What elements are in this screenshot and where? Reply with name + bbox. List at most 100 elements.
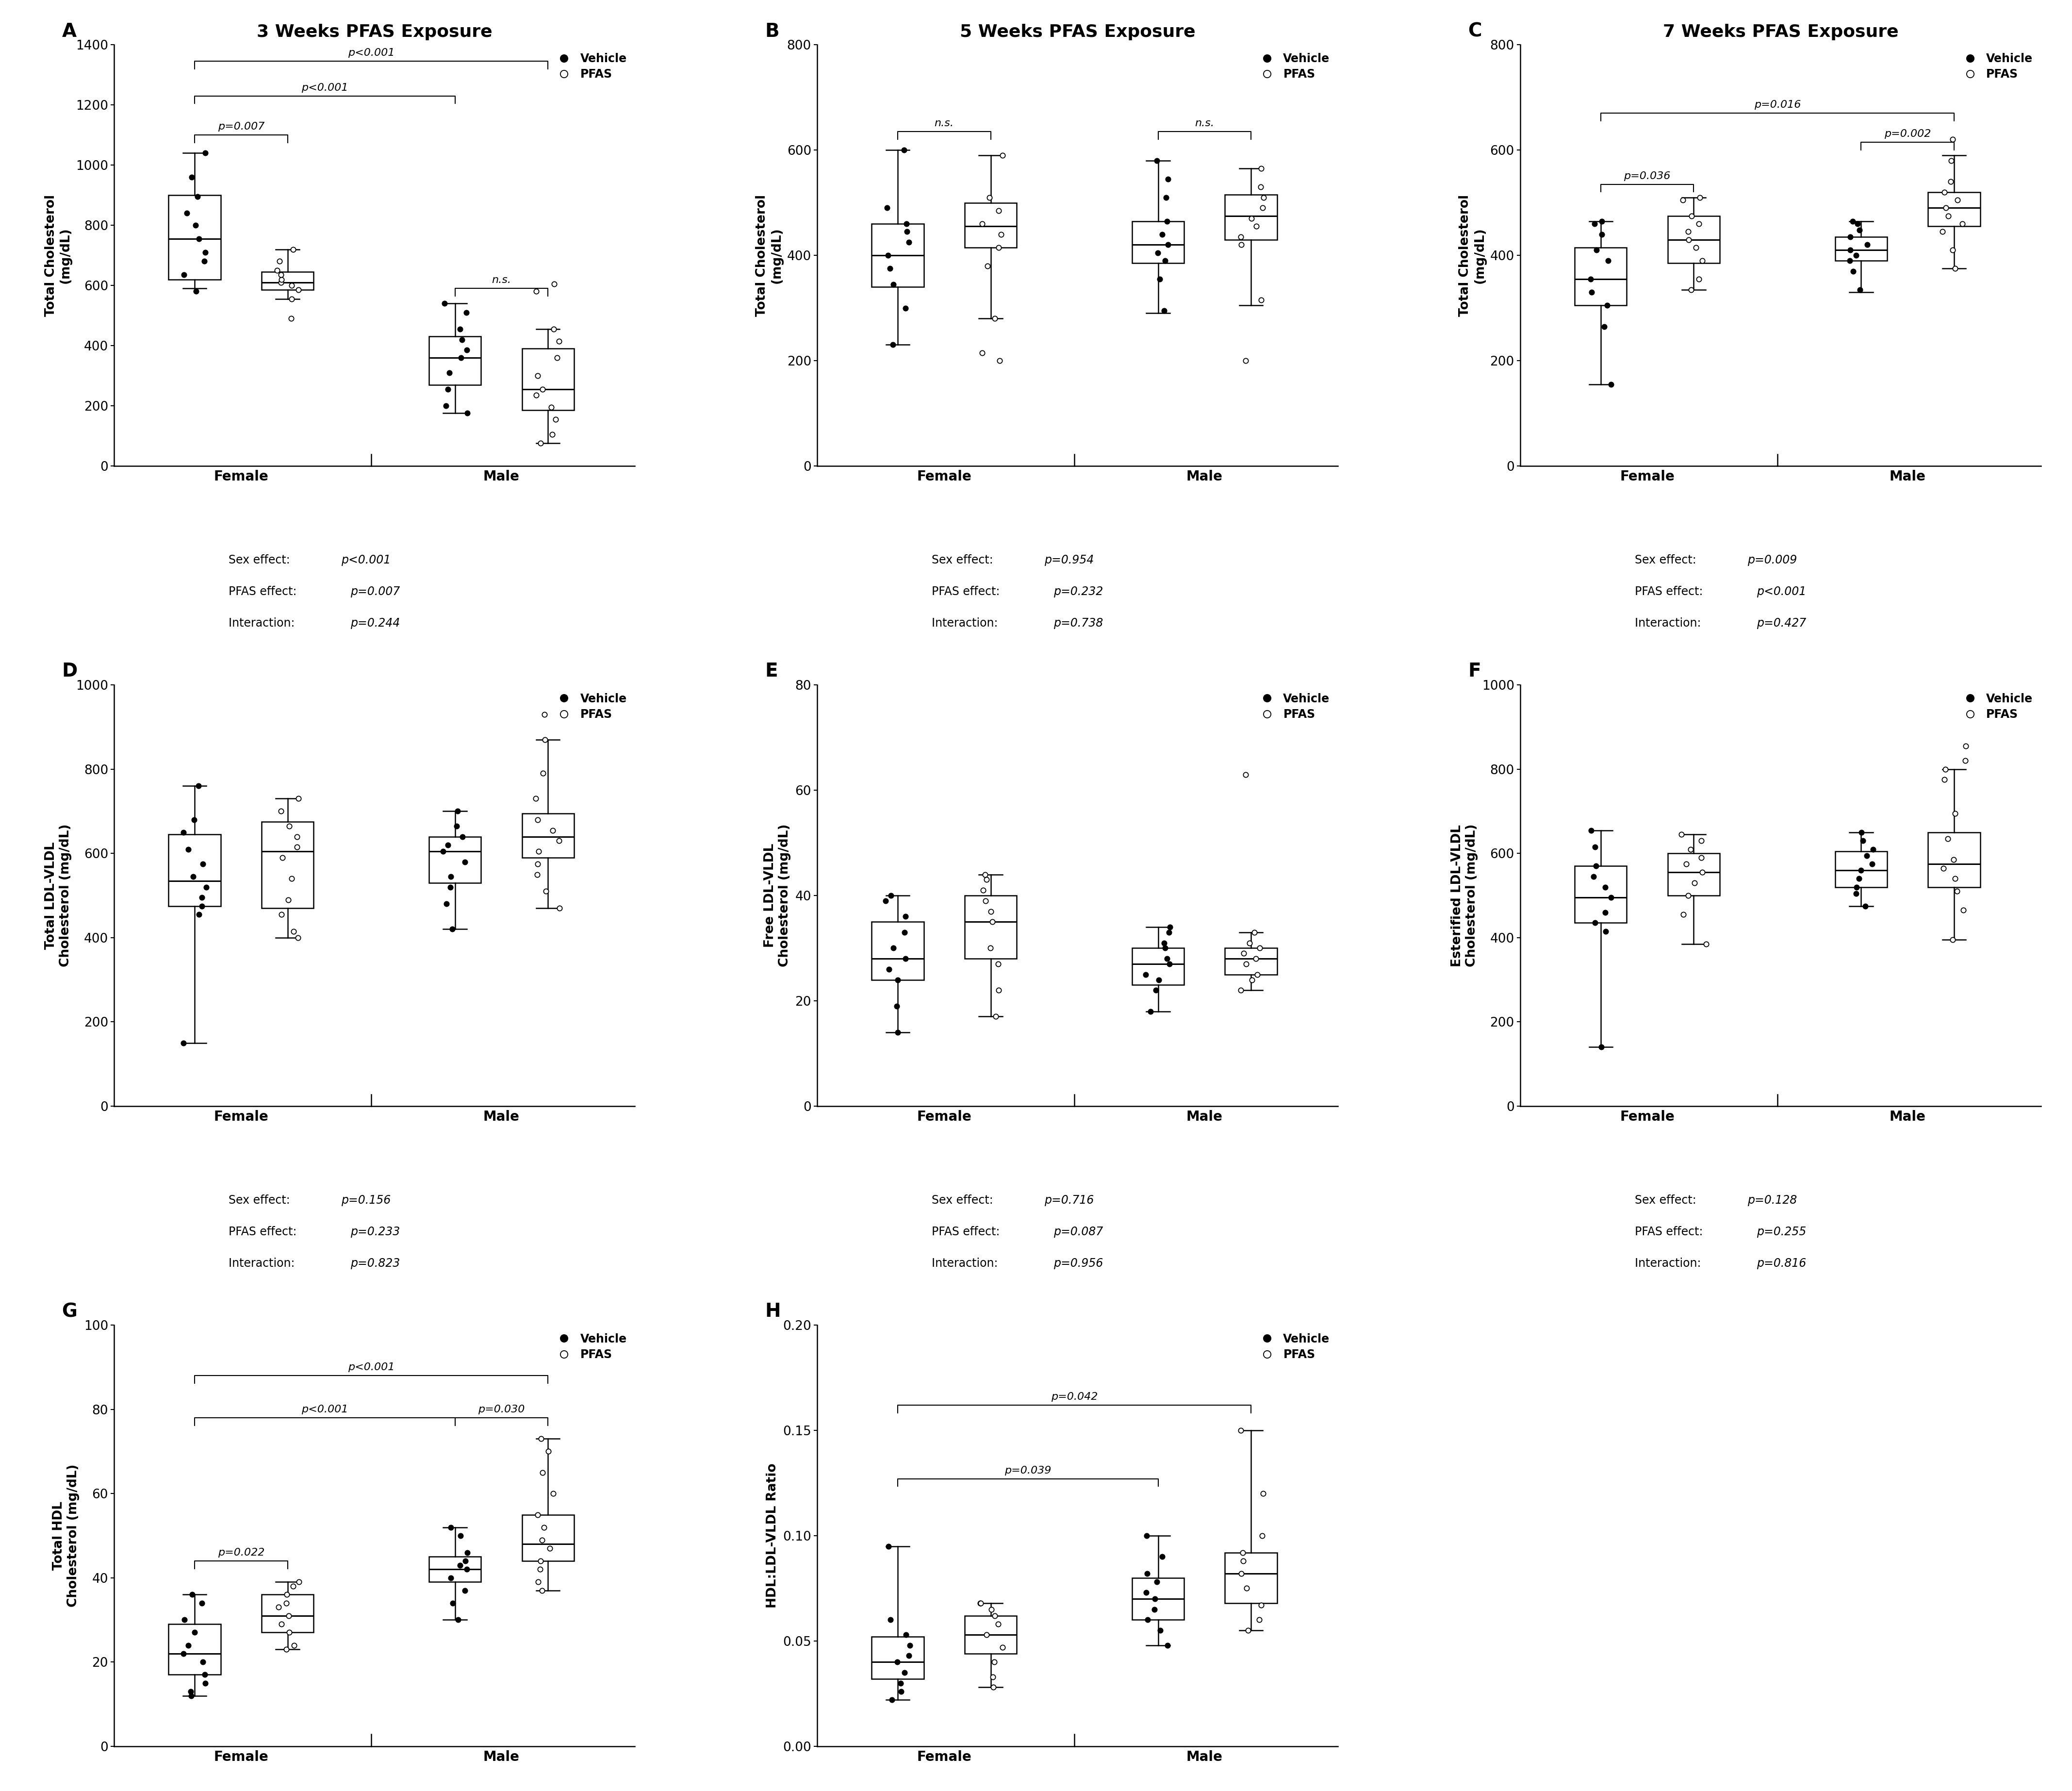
Text: D: D bbox=[62, 663, 77, 681]
Point bbox=[276, 1572, 309, 1601]
Point bbox=[263, 247, 296, 276]
Bar bbox=[168, 1624, 220, 1675]
Point bbox=[986, 1633, 1019, 1662]
Point bbox=[186, 849, 220, 878]
Point bbox=[982, 233, 1015, 261]
Point bbox=[445, 344, 479, 373]
Point bbox=[1575, 265, 1608, 294]
Point bbox=[1834, 247, 1867, 276]
Text: PFAS effect:: PFAS effect: bbox=[228, 1227, 300, 1238]
Point bbox=[982, 1610, 1015, 1639]
Point bbox=[1146, 1542, 1179, 1571]
Point bbox=[278, 917, 311, 946]
Point bbox=[543, 326, 576, 355]
Point bbox=[1674, 835, 1707, 863]
Point bbox=[1231, 1615, 1264, 1644]
Point bbox=[1682, 183, 1716, 211]
Point bbox=[1575, 817, 1608, 845]
Point bbox=[537, 1479, 570, 1508]
Point bbox=[1144, 1615, 1177, 1644]
Bar bbox=[429, 337, 481, 385]
Legend: Vehicle, PFAS: Vehicle, PFAS bbox=[547, 1329, 632, 1365]
Point bbox=[276, 304, 309, 333]
Point bbox=[889, 294, 922, 322]
Point bbox=[429, 392, 462, 421]
Point bbox=[450, 1547, 483, 1576]
Point bbox=[1685, 247, 1718, 276]
Bar bbox=[168, 195, 220, 279]
Point bbox=[1152, 949, 1185, 978]
Point bbox=[982, 346, 1015, 374]
Point bbox=[1941, 186, 1975, 215]
Point bbox=[182, 224, 215, 253]
Point bbox=[1142, 965, 1175, 994]
Point bbox=[972, 183, 1005, 211]
Point bbox=[450, 1538, 483, 1567]
Point bbox=[1589, 897, 1622, 926]
Point bbox=[1247, 183, 1280, 211]
Text: Sex effect:: Sex effect: bbox=[932, 555, 997, 566]
Point bbox=[526, 1458, 559, 1487]
Point bbox=[1239, 211, 1272, 240]
Point bbox=[189, 247, 222, 276]
Point bbox=[1834, 222, 1867, 251]
Point bbox=[265, 1610, 298, 1639]
Point bbox=[1225, 1560, 1258, 1589]
Point bbox=[1154, 913, 1187, 942]
Point bbox=[526, 759, 559, 788]
Point bbox=[441, 1605, 474, 1633]
Point bbox=[1229, 346, 1262, 374]
Bar bbox=[429, 836, 481, 883]
Text: p=0.007: p=0.007 bbox=[218, 122, 265, 133]
Y-axis label: Total HDL
Cholesterol (mg/dL): Total HDL Cholesterol (mg/dL) bbox=[52, 1465, 81, 1607]
Point bbox=[963, 1589, 997, 1617]
Point bbox=[1836, 206, 1869, 235]
Point bbox=[265, 844, 298, 872]
Point bbox=[1937, 845, 1970, 874]
Point bbox=[269, 1635, 303, 1664]
Text: PFAS effect:: PFAS effect: bbox=[932, 1227, 1003, 1238]
Point bbox=[1589, 872, 1622, 901]
Point bbox=[443, 315, 477, 344]
Point bbox=[1138, 1596, 1171, 1624]
Point bbox=[189, 238, 222, 267]
Text: p=0.823: p=0.823 bbox=[350, 1257, 400, 1270]
Point bbox=[1948, 747, 1981, 776]
Point bbox=[528, 878, 562, 906]
Bar bbox=[429, 1556, 481, 1581]
Point bbox=[887, 136, 920, 165]
Text: Sex effect:: Sex effect: bbox=[228, 555, 294, 566]
Point bbox=[1225, 976, 1258, 1005]
Point bbox=[276, 235, 309, 263]
Point bbox=[1245, 193, 1278, 222]
Point bbox=[263, 1592, 296, 1621]
Text: Sex effect:: Sex effect: bbox=[228, 1195, 294, 1205]
Point bbox=[1931, 824, 1964, 853]
Point bbox=[1225, 1417, 1258, 1445]
Point bbox=[885, 1676, 918, 1705]
Point bbox=[263, 260, 296, 288]
Text: Interaction:: Interaction: bbox=[228, 1257, 298, 1270]
Point bbox=[1933, 167, 1966, 195]
Text: p=0.042: p=0.042 bbox=[1051, 1392, 1098, 1402]
Point bbox=[443, 1521, 477, 1549]
Point bbox=[182, 772, 215, 801]
Point bbox=[1577, 861, 1610, 890]
Point bbox=[1682, 265, 1716, 294]
Text: p=0.002: p=0.002 bbox=[1883, 129, 1931, 138]
Point bbox=[1150, 944, 1183, 973]
Point bbox=[1937, 799, 1970, 827]
Point bbox=[168, 1605, 201, 1633]
Point bbox=[276, 865, 309, 894]
Point bbox=[893, 1641, 926, 1669]
Text: p<0.001: p<0.001 bbox=[348, 48, 394, 57]
Point bbox=[1142, 238, 1175, 267]
Point bbox=[1587, 312, 1620, 340]
Bar bbox=[966, 896, 1017, 958]
Point bbox=[889, 210, 922, 238]
Legend: Vehicle, PFAS: Vehicle, PFAS bbox=[547, 688, 632, 725]
Point bbox=[180, 183, 213, 211]
Point bbox=[535, 392, 568, 421]
Text: p=0.087: p=0.087 bbox=[1053, 1227, 1102, 1238]
Point bbox=[881, 1017, 914, 1046]
